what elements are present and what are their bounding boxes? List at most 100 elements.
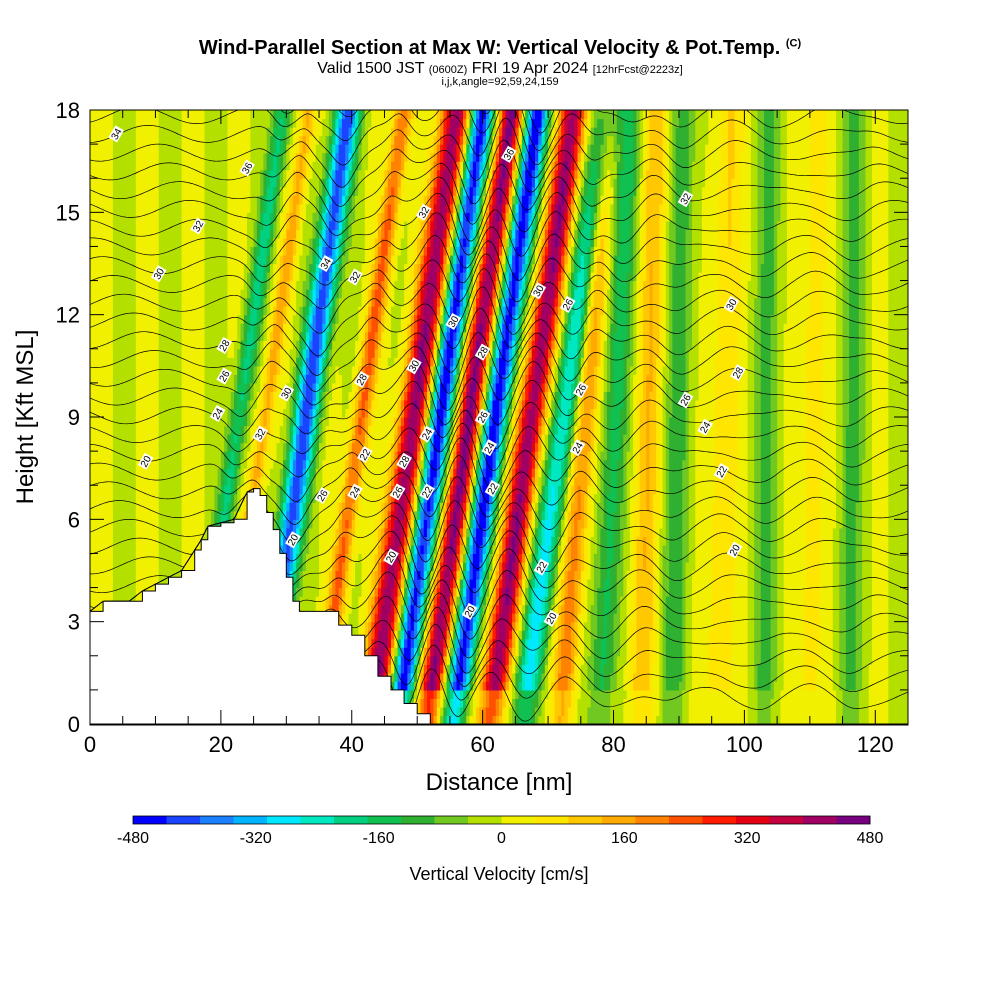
colorbar-swatch [367, 816, 402, 824]
contour-label: 32 [677, 190, 694, 208]
colorbar-swatch [602, 816, 636, 824]
contour-label: 20 [285, 531, 302, 549]
theta-contour-line [90, 233, 908, 303]
colorbar-swatch [166, 816, 201, 824]
chart-title-text: Wind-Parallel Section at Max W: Vertical… [198, 37, 781, 59]
contour-label-text: 24 [211, 406, 226, 422]
colorbar: -480 -320 -160 0 160 320 480 [117, 815, 884, 847]
contour-label: 34 [317, 254, 334, 273]
contour-label: 20 [543, 609, 560, 627]
colorbar-swatch [836, 816, 871, 824]
colorbar-tick-label: 480 [857, 830, 884, 847]
theta-contour-line [90, 117, 908, 188]
contour-label: 28 [730, 364, 747, 382]
contour-label: 22 [419, 483, 436, 501]
contour-label-text: 30 [725, 297, 740, 313]
contour-label: 26 [389, 483, 406, 501]
y-tick-label: 3 [68, 610, 80, 635]
colorbar-swatch [702, 816, 737, 824]
y-tick-label: 12 [56, 303, 80, 328]
contour-label: 26 [216, 367, 233, 385]
colorbar-tick-label: -480 [117, 830, 149, 847]
contour-label-text: 24 [420, 427, 435, 443]
x-tick-label: 40 [340, 732, 364, 757]
theta-contour-line [90, 253, 908, 321]
contour-label: 32 [252, 425, 269, 443]
contour-label-text: 24 [698, 420, 713, 436]
theta-contour-line [90, 346, 908, 411]
contour-label-text: 34 [110, 126, 125, 142]
colorbar-tick-label: 0 [497, 830, 506, 847]
contour-label-text: 22 [535, 560, 550, 576]
theta-contour-line [90, 286, 908, 357]
contour-label-text: 28 [397, 454, 412, 470]
contour-label: 28 [353, 370, 370, 389]
contour-label: 20 [726, 541, 743, 559]
contour-label-text: 26 [561, 297, 576, 313]
contour-label-text: 26 [679, 392, 694, 408]
y-axis-label: Height [Kft MSL] [12, 330, 39, 505]
colorbar-swatch [334, 816, 368, 824]
contour-label: 24 [697, 418, 714, 436]
contour-label: 24 [569, 439, 586, 457]
y-tick-label: 15 [56, 200, 80, 225]
contour-label: 24 [209, 405, 226, 423]
contour-label-text: 30 [532, 283, 547, 299]
contour-label: 22 [713, 463, 730, 481]
theta-contour-line [90, 192, 908, 257]
x-tick-label: 80 [601, 732, 625, 757]
colorbar-swatch [401, 816, 435, 824]
contour-label-text: 28 [476, 345, 491, 361]
contour-label-text: 28 [731, 365, 746, 381]
colorbar-swatch [501, 816, 536, 824]
colorbar-swatch [635, 816, 670, 824]
colorbar-tick-label: -160 [363, 830, 395, 847]
x-axis: 0 20 40 60 80 100 120 [84, 110, 909, 757]
contour-label-text: 28 [218, 338, 233, 354]
contour-label-text: 34 [319, 256, 334, 272]
theta-contour-line [90, 379, 908, 450]
contour-label: 34 [108, 125, 125, 143]
colorbar-swatch [267, 816, 301, 824]
contour-label: 24 [347, 483, 364, 501]
x-axis-label: Distance [nm] [426, 769, 573, 796]
contour-label: 26 [314, 486, 331, 505]
theta-contour-line [90, 176, 908, 242]
contour-label: 32 [415, 203, 432, 221]
contour-label-text: 36 [502, 147, 517, 163]
theta-contour-line [90, 211, 908, 281]
contour-label-text: 22 [358, 447, 373, 463]
x-tick-label: 100 [726, 732, 763, 757]
colorbar-swatch [535, 816, 569, 824]
theta-contour-line [90, 423, 908, 490]
contour-label: 30 [150, 265, 167, 283]
theta-contour-line [90, 476, 908, 545]
section-params: i,j,k,angle=92,59,24,159 [441, 76, 559, 88]
y-tick-label: 9 [68, 405, 80, 430]
colorbar-swatch [669, 816, 703, 824]
contour-label: 30 [406, 357, 423, 375]
theta-contour-line [90, 268, 908, 335]
contour-label-text: 30 [152, 266, 167, 282]
contour-label: 28 [474, 343, 491, 361]
colorbar-swatch [769, 816, 804, 824]
x-tick-label: 0 [84, 732, 96, 757]
copyright-mark: (C) [785, 37, 802, 50]
valid-time: Valid 1500 JST [317, 60, 425, 77]
colorbar-tick-label: -320 [240, 830, 272, 847]
contour-label-text: 20 [286, 532, 301, 548]
contour-label-text: 30 [407, 358, 422, 374]
contour-label-text: 26 [574, 382, 589, 398]
x-tick-label: 120 [857, 732, 894, 757]
contour-label-text: 30 [280, 386, 295, 402]
theta-contour-line [90, 110, 908, 166]
colorbar-tick-label: 160 [611, 830, 638, 847]
chart-subtitle: Valid 1500 JST (0600Z) FRI 19 Apr 2024 [… [0, 60, 1000, 78]
colorbar-label: Vertical Velocity [cm/s] [409, 864, 588, 884]
contour-label: 20 [461, 602, 478, 620]
colorbar-swatch [803, 816, 837, 824]
contour-label-text: 36 [240, 161, 255, 177]
contour-label-text: 20 [139, 454, 154, 470]
